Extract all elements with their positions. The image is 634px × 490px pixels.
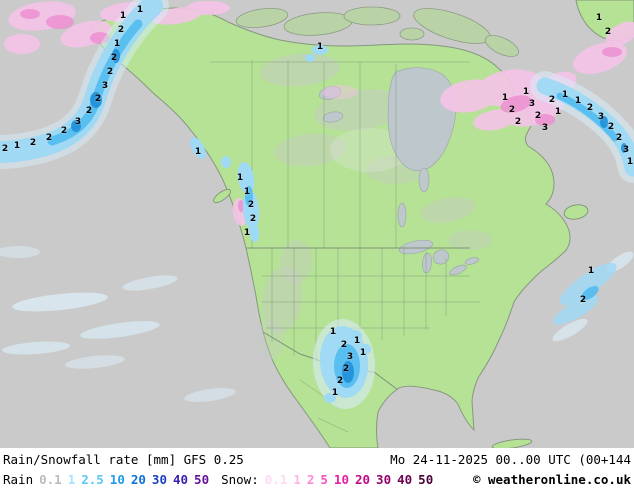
legend-value: 20 [354, 471, 371, 487]
legend: Rain 0.1 1 2.5 10 20 30 40 50 Snow: 0.1 1 2 5 10 20 3… [3, 472, 433, 487]
rain-legend-values: 0.1 1 2.5 10 20 30 40 50 [33, 472, 209, 487]
title-row: Rain/Snowfall rate [mm] GFS 0.25 Mo 24-1… [3, 449, 631, 469]
rain-faint-streaks [0, 246, 634, 402]
rain-areas [0, 0, 634, 409]
rain-legend-label: Rain [3, 471, 34, 487]
legend-value: 30 [376, 471, 392, 487]
legend-value: 10 [109, 471, 125, 487]
snow-legend-label: Snow: [221, 471, 259, 487]
legend-value: 5 [320, 471, 328, 487]
legend-value: 50 [418, 471, 434, 487]
legend-value: 2 [306, 471, 315, 487]
legend-value: 50 [194, 471, 210, 487]
forecast-timestamp: Mo 24-11-2025 00..00 UTC (00+144 [390, 451, 631, 467]
legend-value: 1 [293, 471, 301, 487]
weather-map [0, 0, 634, 448]
inland-water [318, 67, 480, 276]
legend-value: 1 [67, 471, 76, 487]
legend-value: 40 [397, 471, 413, 487]
legend-value: 30 [151, 471, 167, 487]
legend-row: Rain 0.1 1 2.5 10 20 30 40 50 Snow: 0.1 1 2 5 10 20 3… [3, 469, 631, 489]
arctic-islands [235, 6, 520, 57]
info-bar: Rain/Snowfall rate [mm] GFS 0.25 Mo 24-1… [0, 448, 634, 490]
legend-value: 2.5 [81, 471, 104, 487]
legend-value: 40 [172, 471, 189, 487]
snow-legend-values: 0.1 1 2 5 10 20 30 40 50 [259, 472, 433, 487]
legend-value: 10 [333, 471, 349, 487]
map-title: Rain/Snowfall rate [mm] GFS 0.25 [3, 451, 244, 467]
snow-areas [4, 1, 634, 226]
legend-value: 20 [130, 471, 146, 487]
rain-band-atlantic [536, 77, 634, 177]
legend-value: 0.1 [264, 471, 288, 487]
legend-value: 0.1 [39, 471, 62, 487]
copyright: © weatheronline.co.uk [472, 471, 631, 487]
